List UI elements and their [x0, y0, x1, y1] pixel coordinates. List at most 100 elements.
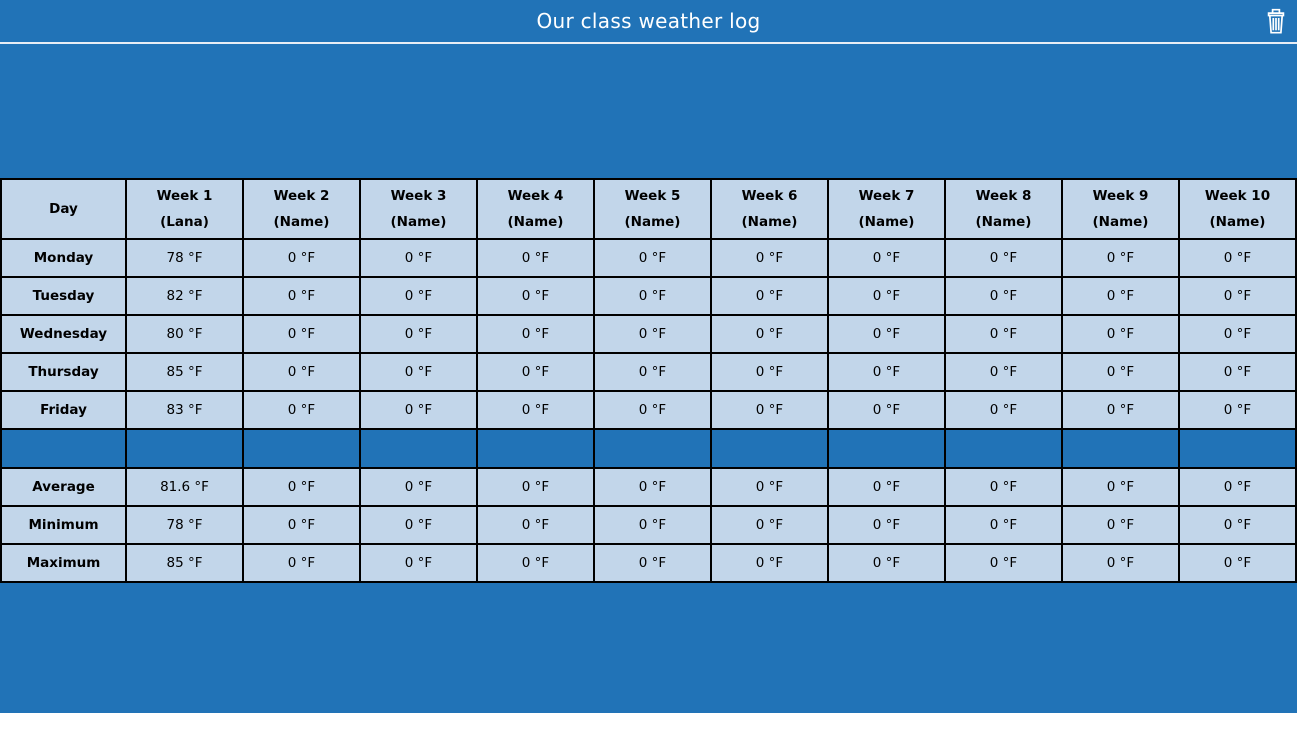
temp-cell[interactable]: 0 °F [1178, 314, 1297, 354]
column-header-week-9[interactable]: Week 9 (Name) [1061, 178, 1180, 240]
column-header-week-8[interactable]: Week 8 (Name) [944, 178, 1063, 240]
column-header-week-5[interactable]: Week 5 (Name) [593, 178, 712, 240]
temp-cell[interactable]: 0 °F [1178, 238, 1297, 278]
spacer-cell [0, 428, 127, 469]
summary-value: 81.6 °F [125, 467, 244, 507]
column-header-week-7[interactable]: Week 7 (Name) [827, 178, 946, 240]
spacer-cell [593, 428, 712, 469]
temp-cell[interactable]: 0 °F [710, 276, 829, 316]
column-subtitle: (Name) [858, 214, 915, 230]
spacer-cell [359, 428, 478, 469]
column-title: Week 9 [1092, 187, 1149, 204]
column-title: Week 5 [624, 187, 681, 204]
temp-cell[interactable]: 0 °F [1178, 352, 1297, 392]
column-header-week-6[interactable]: Week 6 (Name) [710, 178, 829, 240]
summary-row-label: Average [0, 467, 127, 507]
temp-cell[interactable]: 0 °F [944, 314, 1063, 354]
temp-cell[interactable]: 78 °F [125, 238, 244, 278]
temp-cell[interactable]: 0 °F [827, 314, 946, 354]
summary-value: 0 °F [593, 543, 712, 583]
temp-cell[interactable]: 0 °F [359, 390, 478, 430]
temp-cell[interactable]: 0 °F [944, 390, 1063, 430]
content-area: Day Week 1 (Lana) Week 2 (Name) Week 3 (Name) W… [0, 44, 1297, 713]
temp-cell[interactable]: 0 °F [359, 276, 478, 316]
table-header: Day Week 1 (Lana) Week 2 (Name) Week 3 (Name) W… [0, 178, 1297, 240]
temp-cell[interactable]: 0 °F [476, 238, 595, 278]
spacer-cell [476, 428, 595, 469]
column-header-week-1[interactable]: Week 1 (Lana) [125, 178, 244, 240]
temp-cell[interactable]: 80 °F [125, 314, 244, 354]
temp-cell[interactable]: 0 °F [593, 276, 712, 316]
temp-cell[interactable]: 83 °F [125, 390, 244, 430]
temp-cell[interactable]: 0 °F [944, 276, 1063, 316]
temp-cell[interactable]: 0 °F [242, 352, 361, 392]
day-row: Thursday 85 °F 0 °F 0 °F 0 °F 0 °F 0 °F 0 °F 0 °… [0, 352, 1297, 392]
temp-cell[interactable]: 0 °F [1061, 314, 1180, 354]
day-row: Tuesday 82 °F 0 °F 0 °F 0 °F 0 °F 0 °F 0 °F 0 °F… [0, 276, 1297, 316]
summary-value: 78 °F [125, 505, 244, 545]
temp-cell[interactable]: 0 °F [242, 314, 361, 354]
spacer-row [0, 428, 1297, 469]
column-header-day: Day [0, 178, 127, 240]
temp-cell[interactable]: 0 °F [359, 238, 478, 278]
summary-value: 85 °F [125, 543, 244, 583]
temp-cell[interactable]: 0 °F [944, 238, 1063, 278]
column-header-week-2[interactable]: Week 2 (Name) [242, 178, 361, 240]
summary-row: Minimum 78 °F 0 °F 0 °F 0 °F 0 °F 0 °F 0 °F 0 °F… [0, 505, 1297, 545]
temp-cell[interactable]: 0 °F [827, 276, 946, 316]
summary-value: 0 °F [593, 467, 712, 507]
column-title: Week 8 [975, 187, 1032, 204]
temp-cell[interactable]: 82 °F [125, 276, 244, 316]
summary-value: 0 °F [476, 543, 595, 583]
day-row-label: Thursday [0, 352, 127, 392]
temp-cell[interactable]: 0 °F [242, 238, 361, 278]
column-header-week-4[interactable]: Week 4 (Name) [476, 178, 595, 240]
temp-cell[interactable]: 0 °F [827, 352, 946, 392]
column-header-week-3[interactable]: Week 3 (Name) [359, 178, 478, 240]
temp-cell[interactable]: 0 °F [1061, 276, 1180, 316]
temp-cell[interactable]: 0 °F [593, 238, 712, 278]
temp-cell[interactable]: 0 °F [476, 390, 595, 430]
temp-cell[interactable]: 0 °F [476, 276, 595, 316]
summary-value: 0 °F [1178, 467, 1297, 507]
temp-cell[interactable]: 0 °F [710, 352, 829, 392]
temp-cell[interactable]: 0 °F [1061, 390, 1180, 430]
temp-cell[interactable]: 0 °F [710, 238, 829, 278]
temp-cell[interactable]: 0 °F [710, 390, 829, 430]
column-header-week-10[interactable]: Week 10 (Name) [1178, 178, 1297, 240]
temp-cell[interactable]: 0 °F [827, 238, 946, 278]
table-body: Monday 78 °F 0 °F 0 °F 0 °F 0 °F 0 °F 0 °F 0 °F 0… [0, 238, 1297, 583]
summary-value: 0 °F [710, 543, 829, 583]
temp-cell[interactable]: 0 °F [1061, 352, 1180, 392]
column-subtitle: (Name) [1092, 214, 1149, 230]
summary-value: 0 °F [359, 467, 478, 507]
temp-cell[interactable]: 0 °F [476, 352, 595, 392]
temp-cell[interactable]: 0 °F [593, 352, 712, 392]
temp-cell[interactable]: 0 °F [476, 314, 595, 354]
temp-cell[interactable]: 0 °F [242, 276, 361, 316]
summary-value: 0 °F [1061, 543, 1180, 583]
temp-cell[interactable]: 0 °F [593, 314, 712, 354]
column-title: Week 3 [390, 187, 447, 204]
temp-cell[interactable]: 0 °F [944, 352, 1063, 392]
temp-cell[interactable]: 0 °F [359, 352, 478, 392]
temp-cell[interactable]: 0 °F [827, 390, 946, 430]
delete-button[interactable] [1264, 8, 1288, 35]
summary-value: 0 °F [476, 467, 595, 507]
day-row: Wednesday 80 °F 0 °F 0 °F 0 °F 0 °F 0 °F 0 °F 0 … [0, 314, 1297, 354]
day-row-label: Wednesday [0, 314, 127, 354]
summary-value: 0 °F [359, 505, 478, 545]
temp-cell[interactable]: 85 °F [125, 352, 244, 392]
summary-value: 0 °F [1178, 505, 1297, 545]
temp-cell[interactable]: 0 °F [593, 390, 712, 430]
weather-table: Day Week 1 (Lana) Week 2 (Name) Week 3 (Name) W… [0, 178, 1297, 583]
temp-cell[interactable]: 0 °F [1061, 238, 1180, 278]
temp-cell[interactable]: 0 °F [710, 314, 829, 354]
summary-value: 0 °F [827, 505, 946, 545]
temp-cell[interactable]: 0 °F [359, 314, 478, 354]
temp-cell[interactable]: 0 °F [1178, 276, 1297, 316]
day-row: Monday 78 °F 0 °F 0 °F 0 °F 0 °F 0 °F 0 °F 0 °F 0… [0, 238, 1297, 278]
temp-cell[interactable]: 0 °F [1178, 390, 1297, 430]
temp-cell[interactable]: 0 °F [242, 390, 361, 430]
